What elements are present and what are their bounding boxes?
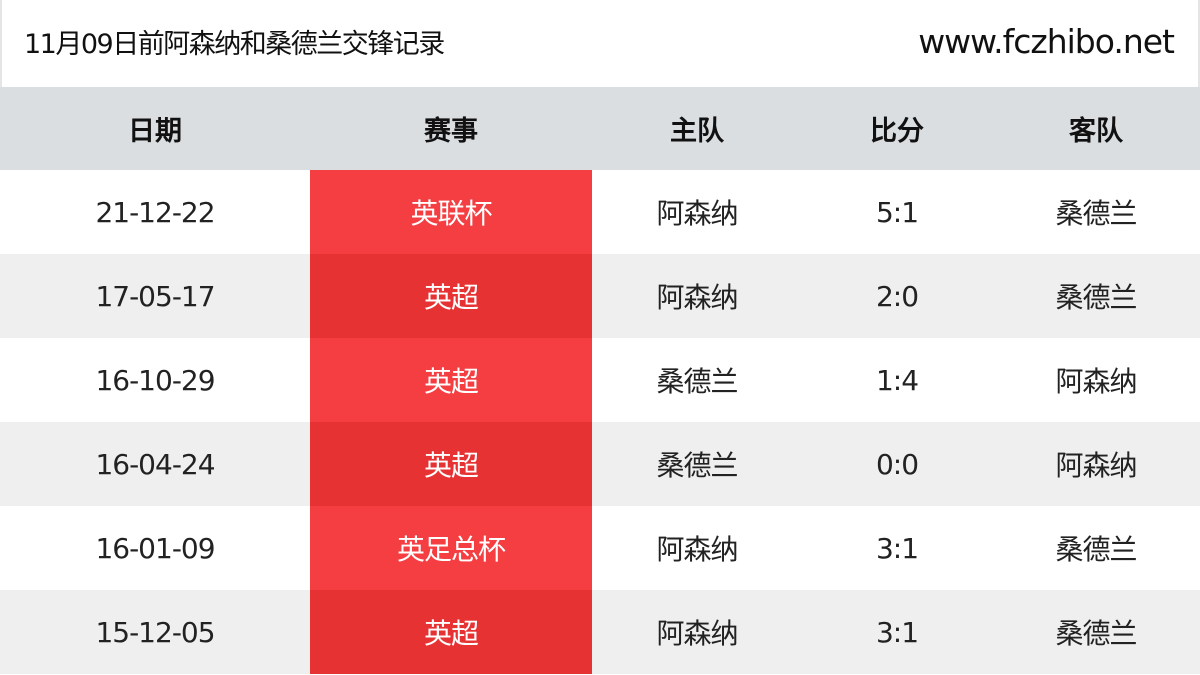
- column-header-date: 日期: [0, 87, 310, 170]
- column-header-score: 比分: [802, 87, 992, 170]
- away-team-cell: 桑德兰: [992, 590, 1200, 674]
- score-cell: 0:0: [802, 422, 992, 506]
- date-cell: 16-04-24: [0, 422, 310, 506]
- column-header-away: 客队: [992, 87, 1200, 170]
- table-row: 17-05-17 英超 阿森纳 2:0 桑德兰: [0, 254, 1200, 338]
- table-row: 16-01-09 英足总杯 阿森纳 3:1 桑德兰: [0, 506, 1200, 590]
- competition-cell: 英超: [310, 254, 592, 338]
- table-row: 16-10-29 英超 桑德兰 1:4 阿森纳: [0, 338, 1200, 422]
- score-cell: 5:1: [875, 195, 919, 229]
- home-team-cell: 阿森纳: [592, 590, 802, 674]
- head-to-head-table: 日期 赛事 主队 比分 客队 21-12-22 英联杯 阿森纳 5:1 桑德兰 17-05…: [0, 87, 1200, 674]
- away-team-cell: 桑德兰: [1055, 533, 1137, 566]
- site-url: www.fczhibo.net: [918, 22, 1175, 61]
- score-cell: 3:1: [802, 590, 992, 674]
- table-row: 21-12-22 英联杯 阿森纳 5:1 桑德兰: [0, 170, 1200, 254]
- column-header-home: 主队: [592, 87, 802, 170]
- competition-cell: 英超: [310, 422, 592, 506]
- score-cell: 3:1: [875, 531, 919, 565]
- date-cell: 21-12-22: [95, 195, 215, 229]
- competition-cell: 英超: [310, 338, 592, 422]
- away-team-cell: 桑德兰: [1055, 197, 1137, 230]
- competition-cell: 英联杯: [310, 170, 592, 254]
- date-cell: 17-05-17: [0, 254, 310, 338]
- table-row: 16-04-24 英超 桑德兰 0:0 阿森纳: [0, 422, 1200, 506]
- competition-cell: 英超: [310, 590, 592, 674]
- home-team-cell: 阿森纳: [656, 533, 738, 566]
- score-cell: 1:4: [875, 363, 919, 397]
- competition-cell: 英足总杯: [310, 506, 592, 590]
- page-title: 11月09日前阿森纳和桑德兰交锋记录: [24, 29, 445, 60]
- away-team-cell: 阿森纳: [992, 422, 1200, 506]
- away-team-cell: 阿森纳: [1055, 365, 1137, 398]
- column-header-competition: 赛事: [310, 87, 592, 170]
- home-team-cell: 桑德兰: [592, 422, 802, 506]
- date-cell: 15-12-05: [0, 590, 310, 674]
- table-row: 15-12-05 英超 阿森纳 3:1 桑德兰: [0, 590, 1200, 674]
- home-team-cell: 阿森纳: [592, 254, 802, 338]
- table-header: 日期 赛事 主队 比分 客队: [0, 87, 1200, 170]
- away-team-cell: 桑德兰: [992, 254, 1200, 338]
- score-cell: 2:0: [802, 254, 992, 338]
- home-team-cell: 阿森纳: [656, 197, 738, 230]
- title-bar: 11月09日前阿森纳和桑德兰交锋记录 www.fczhibo.net: [0, 0, 1200, 87]
- date-cell: 16-10-29: [95, 363, 215, 397]
- home-team-cell: 桑德兰: [656, 365, 738, 398]
- date-cell: 16-01-09: [95, 531, 215, 565]
